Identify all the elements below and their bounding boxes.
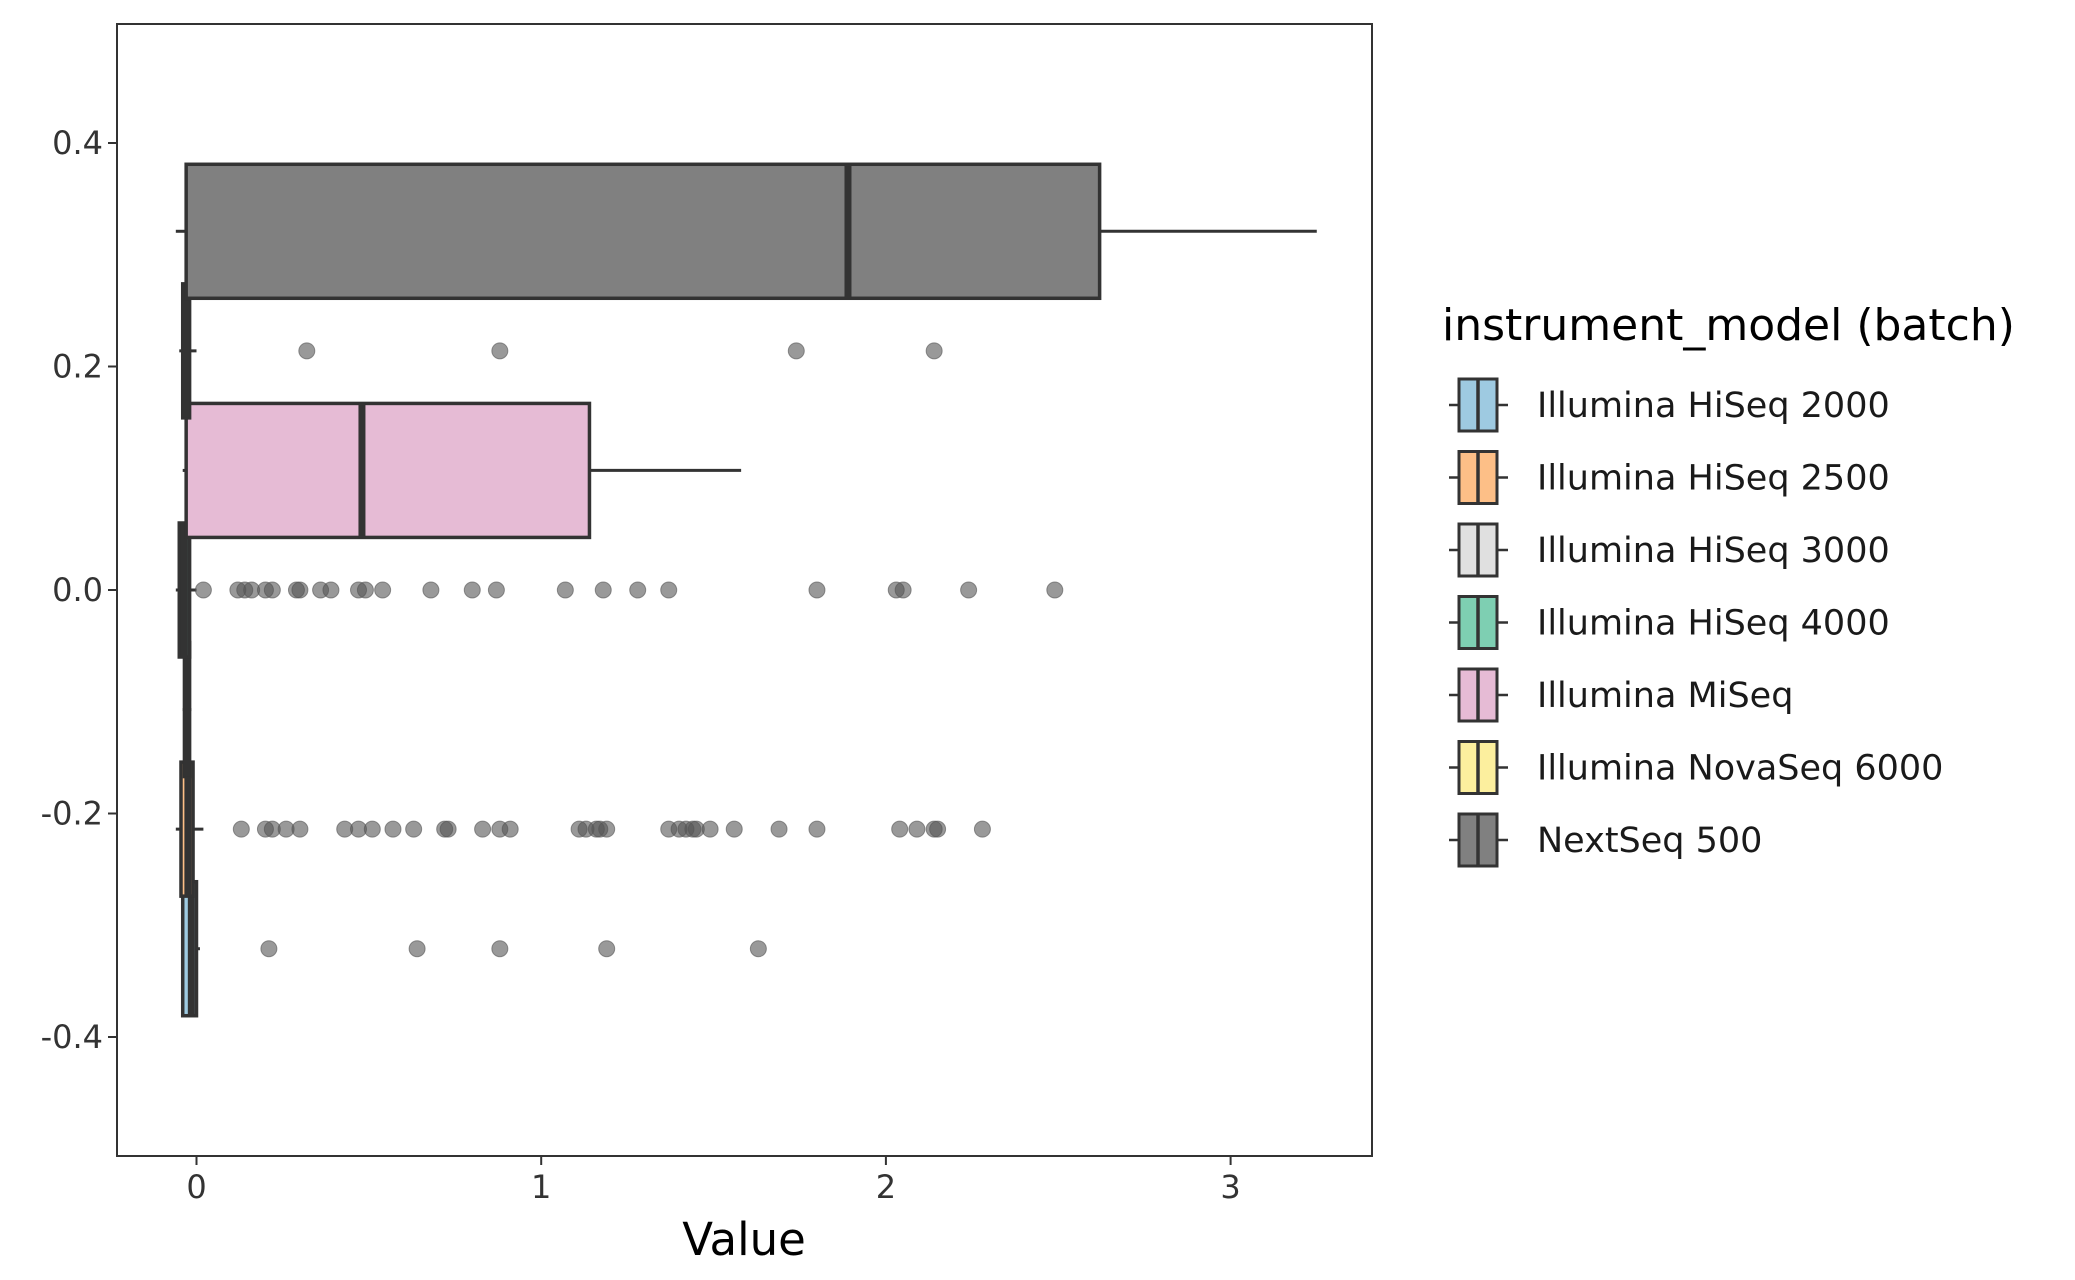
box-illumina-miseq — [182, 401, 742, 540]
outlier-point — [422, 581, 440, 599]
y-tick-label: 0.4 — [52, 124, 103, 162]
x-axis-title: Value — [682, 1213, 806, 1266]
y-tick-label: 0.2 — [52, 348, 103, 386]
outlier-point — [973, 820, 991, 838]
outlier-point — [891, 820, 909, 838]
legend-item-illumina-hiseq-2000: Illumina HiSeq 2000 — [1449, 377, 1890, 433]
outlier-point — [384, 820, 402, 838]
x-axis: 0 1 2 3 — [186, 1156, 1241, 1206]
y-tick-label: 0.0 — [52, 571, 103, 609]
outlier-point — [501, 820, 519, 838]
legend-title: instrument_model (batch) — [1442, 300, 2015, 351]
outlier-point — [701, 820, 719, 838]
outlier-point — [363, 820, 381, 838]
box-illumina-hiseq-3000 — [182, 640, 192, 779]
outlier-point — [194, 581, 212, 599]
outlier-point — [749, 940, 767, 958]
box-nextseq-500 — [175, 162, 1317, 301]
outlier-point — [629, 581, 647, 599]
outlier-point — [232, 820, 250, 838]
outlier-point — [925, 342, 943, 360]
legend-label: Illumina HiSeq 2000 — [1537, 386, 1890, 426]
legend: instrument_model (batch) Illumina HiSeq … — [1442, 300, 2015, 868]
outlier-point — [556, 581, 574, 599]
outlier-point — [463, 581, 481, 599]
outlier-point — [770, 820, 788, 838]
outlier-point — [322, 581, 340, 599]
outlier-point — [594, 581, 612, 599]
outlier-point — [405, 820, 423, 838]
box-iqr — [184, 162, 1102, 301]
outlier-point — [808, 581, 826, 599]
outlier-point — [408, 940, 426, 958]
legend-item-illumina-hiseq-4000: Illumina HiSeq 4000 — [1449, 595, 1890, 650]
outlier-point — [298, 342, 316, 360]
outlier-point — [291, 820, 309, 838]
outlier-point — [356, 581, 374, 599]
outlier-point — [291, 581, 309, 599]
outlier-point — [660, 581, 678, 599]
legend-item-illumina-hiseq-2500: Illumina HiSeq 2500 — [1449, 450, 1890, 505]
box-iqr — [184, 401, 592, 540]
outlier-point — [908, 820, 926, 838]
y-tick-label: -0.4 — [41, 1018, 103, 1056]
outlier-point — [260, 940, 278, 958]
outlier-point — [374, 581, 392, 599]
outlier-point — [474, 820, 492, 838]
outlier-point — [491, 342, 509, 360]
box-illumina-hiseq-2000 — [180, 879, 200, 1018]
outlier-point — [960, 581, 978, 599]
outlier-point — [787, 342, 805, 360]
outlier-point — [263, 581, 281, 599]
legend-label: Illumina NovaSeq 6000 — [1537, 749, 1943, 789]
legend-item-illumina-miseq: Illumina MiSeq — [1449, 667, 1793, 723]
outlier-point — [929, 820, 947, 838]
outlier-point — [725, 820, 743, 838]
outlier-point — [1046, 581, 1064, 599]
boxplot-layer — [175, 162, 1317, 1018]
y-tick-label: -0.2 — [41, 795, 103, 833]
outlier-point — [808, 820, 826, 838]
legend-item-illumina-novaseq-6000: Illumina NovaSeq 6000 — [1449, 740, 1943, 795]
legend-label: Illumina HiSeq 3000 — [1537, 531, 1890, 571]
outlier-point — [598, 940, 616, 958]
legend-label: NextSeq 500 — [1537, 821, 1762, 861]
x-tick-label: 2 — [876, 1168, 896, 1206]
y-axis: 0.4 0.2 0.0 -0.2 -0.4 — [41, 124, 117, 1056]
legend-label: Illumina HiSeq 2500 — [1537, 459, 1890, 499]
outlier-point — [894, 581, 912, 599]
legend-label: Illumina MiSeq — [1537, 676, 1793, 716]
legend-label: Illumina HiSeq 4000 — [1537, 604, 1890, 644]
outlier-point — [491, 940, 509, 958]
x-tick-label: 0 — [186, 1168, 206, 1206]
outlier-point — [598, 820, 616, 838]
outlier-layer — [194, 342, 1064, 958]
x-tick-label: 3 — [1220, 1168, 1240, 1206]
legend-item-nextseq-500: NextSeq 500 — [1449, 812, 1762, 868]
legend-item-illumina-hiseq-3000: Illumina HiSeq 3000 — [1449, 522, 1890, 578]
outlier-point — [487, 581, 505, 599]
outlier-point — [439, 820, 457, 838]
x-tick-label: 1 — [531, 1168, 551, 1206]
